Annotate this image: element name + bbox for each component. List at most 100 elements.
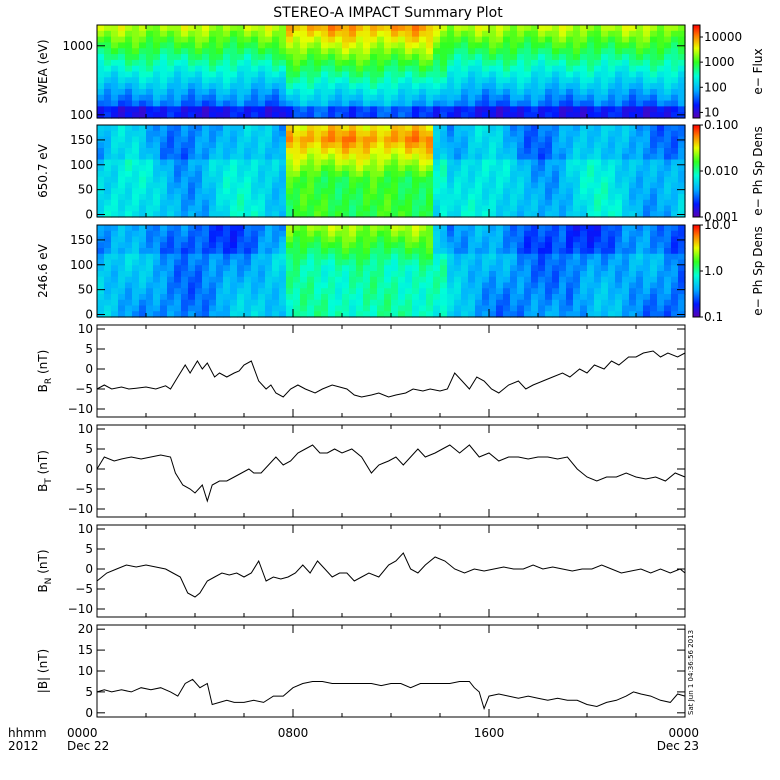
- heatmap-cell: [223, 188, 231, 195]
- heatmap-cell: [615, 59, 623, 67]
- heatmap-cell: [356, 88, 364, 96]
- heatmap-cell: [230, 242, 238, 249]
- heatmap-cell: [335, 205, 343, 212]
- heatmap-cell: [230, 130, 238, 138]
- heatmap-cell: [188, 159, 196, 166]
- heatmap-cell: [363, 236, 371, 243]
- heatmap-cell: [286, 54, 294, 61]
- heatmap-cell: [559, 259, 567, 266]
- heatmap-cell: [160, 271, 168, 278]
- heatmap-cell: [650, 48, 658, 55]
- heatmap-cell: [251, 136, 259, 143]
- heatmap-cell: [573, 88, 581, 96]
- heatmap-cell: [503, 112, 511, 119]
- heatmap-cell: [587, 230, 595, 238]
- heatmap-cell: [216, 248, 224, 255]
- heatmap-cell: [398, 42, 406, 49]
- heatmap-cell: [657, 130, 665, 138]
- heatmap-cell: [594, 299, 602, 307]
- heatmap-cell: [531, 253, 539, 261]
- heatmap-cell: [384, 205, 392, 212]
- heatmap-cell: [104, 112, 112, 119]
- heatmap-cell: [181, 199, 189, 207]
- heatmap-cell: [587, 211, 595, 218]
- heatmap-cell: [223, 288, 231, 295]
- heatmap-cell: [209, 65, 217, 73]
- heatmap-cell: [286, 125, 294, 132]
- heatmap-cell: [104, 83, 112, 90]
- heatmap-cell: [454, 59, 462, 67]
- heatmap-cell: [573, 311, 581, 318]
- heatmap-cell: [538, 271, 546, 278]
- heatmap-cell: [503, 136, 511, 143]
- heatmap-cell: [559, 59, 567, 67]
- heatmap-cell: [412, 42, 420, 49]
- heatmap-cell: [643, 42, 651, 49]
- heatmap-cell: [496, 171, 504, 178]
- heatmap-cell: [594, 159, 602, 166]
- heatmap-cell: [223, 236, 231, 243]
- heatmap-cell: [370, 36, 378, 44]
- heatmap-cell: [531, 236, 539, 243]
- heatmap-cell: [335, 59, 343, 67]
- heatmap-cell: [503, 248, 511, 255]
- heatmap-cell: [482, 30, 490, 38]
- heatmap-cell: [391, 311, 399, 318]
- heatmap-cell: [104, 106, 112, 113]
- heatmap-cell: [433, 112, 441, 119]
- heatmap-cell: [419, 242, 427, 249]
- heatmap-cell: [454, 288, 462, 295]
- heatmap-cell: [566, 65, 574, 73]
- heatmap-cell: [223, 130, 231, 138]
- heatmap-cell: [566, 71, 574, 78]
- heatmap-cell: [209, 112, 217, 119]
- heatmap-cell: [146, 225, 154, 232]
- heatmap-cell: [111, 188, 119, 195]
- heatmap-cell: [174, 48, 182, 55]
- heatmap-cell: [139, 100, 147, 107]
- heatmap-cell: [258, 225, 266, 232]
- heatmap-cell: [482, 248, 490, 255]
- heatmap-cell: [104, 242, 112, 249]
- heatmap-cell: [398, 242, 406, 249]
- heatmap-cell: [237, 136, 245, 143]
- heatmap-cell: [104, 294, 112, 301]
- heatmap-cell: [426, 259, 434, 266]
- heatmap-cell: [223, 282, 231, 289]
- heatmap-cell: [286, 59, 294, 67]
- heatmap-cell: [461, 253, 469, 261]
- heatmap-cell: [433, 159, 441, 166]
- heatmap-cell: [433, 106, 441, 113]
- heatmap-cell: [342, 265, 350, 272]
- heatmap-cell: [405, 282, 413, 289]
- heatmap-cell: [328, 176, 336, 184]
- heatmap-cell: [461, 276, 469, 284]
- heatmap-cell: [314, 253, 322, 261]
- heatmap-cell: [461, 153, 469, 161]
- heatmap-cell: [160, 188, 168, 195]
- heatmap-cell: [244, 182, 252, 189]
- heatmap-cell: [531, 148, 539, 155]
- heatmap-cell: [251, 25, 259, 32]
- heatmap-cell: [237, 182, 245, 189]
- heatmap-cell: [230, 71, 238, 78]
- heatmap-cell: [244, 106, 252, 113]
- heatmap-cell: [118, 188, 126, 195]
- heatmap-cell: [335, 225, 343, 232]
- heatmap-cell: [153, 230, 161, 238]
- heatmap-cell: [139, 142, 147, 149]
- heatmap-cell: [412, 48, 420, 55]
- heatmap-cell: [174, 271, 182, 278]
- heatmap-cell: [608, 65, 616, 73]
- heatmap-cell: [608, 242, 616, 249]
- heatmap-cell: [594, 83, 602, 90]
- heatmap-cell: [335, 165, 343, 172]
- heatmap-cell: [265, 30, 273, 38]
- heatmap-cell: [286, 136, 294, 143]
- heatmap-cell: [377, 159, 385, 166]
- heatmap-cell: [307, 205, 315, 212]
- heatmap-cell: [412, 59, 420, 67]
- heatmap-cell: [405, 48, 413, 55]
- heatmap-cell: [594, 165, 602, 172]
